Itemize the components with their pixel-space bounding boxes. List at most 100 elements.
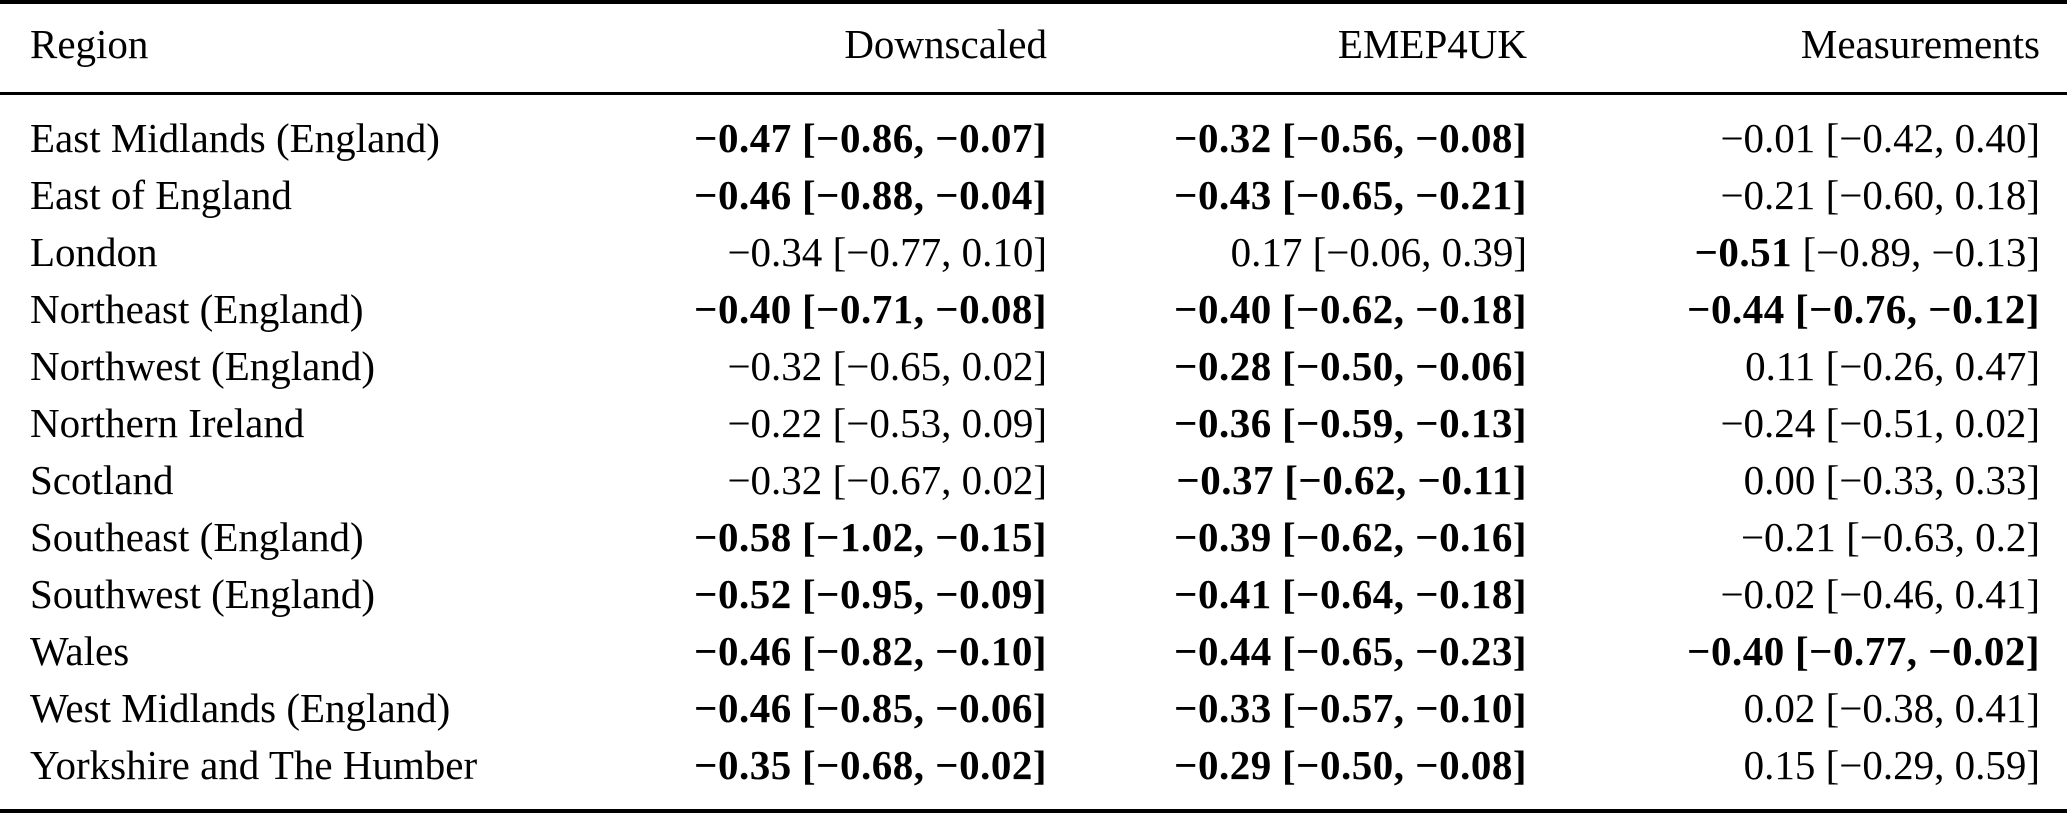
estimate-value: −0.46 [694, 171, 792, 218]
estimate-value: −0.44 [1687, 285, 1785, 332]
confidence-interval: [−0.85, −0.06] [801, 684, 1047, 731]
confidence-interval: [−0.06, 0.39] [1312, 228, 1527, 275]
measurements-cell: −0.02 [−0.46, 0.41] [1539, 565, 2067, 622]
emep4uk-cell: −0.33 [−0.57, −0.10] [1059, 679, 1539, 736]
estimate-value: −0.34 [727, 228, 823, 275]
header-row: Region Downscaled EMEP4UK Measurements [0, 2, 2067, 95]
confidence-interval: [−0.57, −0.10] [1281, 684, 1527, 731]
estimate-value: −0.52 [694, 570, 792, 617]
downscaled-cell: −0.46 [−0.85, −0.06] [589, 679, 1059, 736]
estimate-value: −0.47 [694, 114, 792, 161]
region-cell: Scotland [30, 456, 174, 503]
estimate-value: −0.21 [1720, 171, 1816, 218]
estimate-value: 0.11 [1745, 342, 1816, 389]
estimate-value: 0.15 [1743, 741, 1816, 788]
estimate-value: −0.40 [1687, 627, 1785, 674]
estimate-value: −0.29 [1174, 741, 1272, 788]
column-header-measurements: Measurements [1539, 2, 2067, 95]
table-row: London −0.34 [−0.77, 0.10] 0.17 [−0.06, 0.… [0, 223, 2067, 280]
measurements-cell: 0.15 [−0.29, 0.59] [1539, 736, 2067, 811]
estimate-value: −0.32 [1174, 114, 1272, 161]
measurements-cell: 0.00 [−0.33, 0.33] [1539, 451, 2067, 508]
emep4uk-cell: 0.17 [−0.06, 0.39] [1059, 223, 1539, 280]
estimate-value: −0.22 [727, 399, 823, 446]
confidence-interval: [−0.65, −0.21] [1281, 171, 1527, 218]
table-row: East of England −0.46 [−0.88, −0.04] −0.43… [0, 166, 2067, 223]
emep4uk-cell: −0.39 [−0.62, −0.16] [1059, 508, 1539, 565]
column-header-region: Region [0, 2, 589, 95]
estimate-value: −0.41 [1174, 570, 1272, 617]
table-row: Wales −0.46 [−0.82, −0.10] −0.44 [−0.65, −… [0, 622, 2067, 679]
confidence-interval: [−0.77, −0.02] [1794, 627, 2040, 674]
emep4uk-cell: −0.40 [−0.62, −0.18] [1059, 280, 1539, 337]
table-body: East Midlands (England) −0.47 [−0.86, −0.… [0, 94, 2067, 812]
estimate-value: −0.58 [694, 513, 792, 560]
estimate-value: −0.39 [1174, 513, 1272, 560]
measurements-cell: 0.02 [−0.38, 0.41] [1539, 679, 2067, 736]
region-cell: Northern Ireland [30, 399, 305, 446]
estimate-value: −0.01 [1720, 114, 1816, 161]
estimate-value: −0.51 [1694, 228, 1793, 275]
emep4uk-cell: −0.32 [−0.56, −0.08] [1059, 94, 1539, 167]
column-header-downscaled: Downscaled [589, 2, 1059, 95]
region-cell: East of England [30, 171, 292, 218]
confidence-interval: [−0.76, −0.12] [1794, 285, 2040, 332]
downscaled-cell: −0.34 [−0.77, 0.10] [589, 223, 1059, 280]
estimate-value: −0.02 [1720, 570, 1816, 617]
confidence-interval: [−0.77, 0.10] [832, 228, 1047, 275]
downscaled-cell: −0.22 [−0.53, 0.09] [589, 394, 1059, 451]
emep4uk-cell: −0.43 [−0.65, −0.21] [1059, 166, 1539, 223]
downscaled-cell: −0.35 [−0.68, −0.02] [589, 736, 1059, 811]
estimate-value: −0.28 [1174, 342, 1272, 389]
column-header-emep4uk: EMEP4UK [1059, 2, 1539, 95]
estimate-value: −0.40 [1174, 285, 1272, 332]
measurements-cell: −0.01 [−0.42, 0.40] [1539, 94, 2067, 167]
confidence-interval: [−0.95, −0.09] [801, 570, 1047, 617]
confidence-interval: [−0.46, 0.41] [1825, 570, 2040, 617]
estimate-value: 0.02 [1743, 684, 1816, 731]
downscaled-cell: −0.58 [−1.02, −0.15] [589, 508, 1059, 565]
confidence-interval: [−0.62, −0.11] [1284, 456, 1527, 503]
confidence-interval: [−0.56, −0.08] [1281, 114, 1527, 161]
estimate-value: −0.21 [1740, 513, 1836, 560]
confidence-interval: [−0.65, 0.02] [832, 342, 1047, 389]
confidence-interval: [−0.82, −0.10] [801, 627, 1047, 674]
measurements-cell: −0.44 [−0.76, −0.12] [1539, 280, 2067, 337]
confidence-interval: [−0.38, 0.41] [1825, 684, 2040, 731]
confidence-interval: [−0.68, −0.02] [801, 741, 1047, 788]
confidence-interval: [−0.64, −0.18] [1281, 570, 1527, 617]
estimate-value: 0.00 [1743, 456, 1816, 503]
confidence-interval: [−0.60, 0.18] [1825, 171, 2040, 218]
confidence-interval: [−0.29, 0.59] [1825, 741, 2040, 788]
confidence-interval: [−0.50, −0.08] [1281, 741, 1527, 788]
confidence-interval: [−0.42, 0.40] [1825, 114, 2040, 161]
confidence-interval: [−0.62, −0.16] [1281, 513, 1527, 560]
confidence-interval: [−0.33, 0.33] [1825, 456, 2040, 503]
measurements-cell: −0.40 [−0.77, −0.02] [1539, 622, 2067, 679]
confidence-interval: [−0.53, 0.09] [832, 399, 1047, 446]
downscaled-cell: −0.32 [−0.65, 0.02] [589, 337, 1059, 394]
confidence-interval: [−0.88, −0.04] [801, 171, 1047, 218]
confidence-interval: [−0.62, −0.18] [1281, 285, 1527, 332]
region-cell: East Midlands (England) [30, 114, 440, 161]
downscaled-cell: −0.46 [−0.82, −0.10] [589, 622, 1059, 679]
table-row: Northwest (England) −0.32 [−0.65, 0.02] −0… [0, 337, 2067, 394]
region-cell: West Midlands (England) [30, 684, 451, 731]
estimate-value: −0.37 [1176, 456, 1274, 503]
table-row: Northern Ireland −0.22 [−0.53, 0.09] −0.36… [0, 394, 2067, 451]
estimate-value: −0.35 [694, 741, 792, 788]
measurements-cell: 0.11 [−0.26, 0.47] [1539, 337, 2067, 394]
confidence-interval: [−0.26, 0.47] [1825, 342, 2040, 389]
confidence-interval: [−0.59, −0.13] [1281, 399, 1527, 446]
confidence-interval: [−0.71, −0.08] [801, 285, 1047, 332]
table-row: Northeast (England) −0.40 [−0.71, −0.08] −… [0, 280, 2067, 337]
region-cell: Southeast (England) [30, 513, 364, 560]
downscaled-cell: −0.40 [−0.71, −0.08] [589, 280, 1059, 337]
emep4uk-cell: −0.41 [−0.64, −0.18] [1059, 565, 1539, 622]
table-row: Yorkshire and The Humber −0.35 [−0.68, −0… [0, 736, 2067, 811]
region-cell: London [30, 228, 158, 275]
confidence-interval: [−0.51, 0.02] [1825, 399, 2040, 446]
confidence-interval: [−0.63, 0.2] [1846, 513, 2040, 560]
emep4uk-cell: −0.44 [−0.65, −0.23] [1059, 622, 1539, 679]
estimate-value: −0.44 [1174, 627, 1272, 674]
